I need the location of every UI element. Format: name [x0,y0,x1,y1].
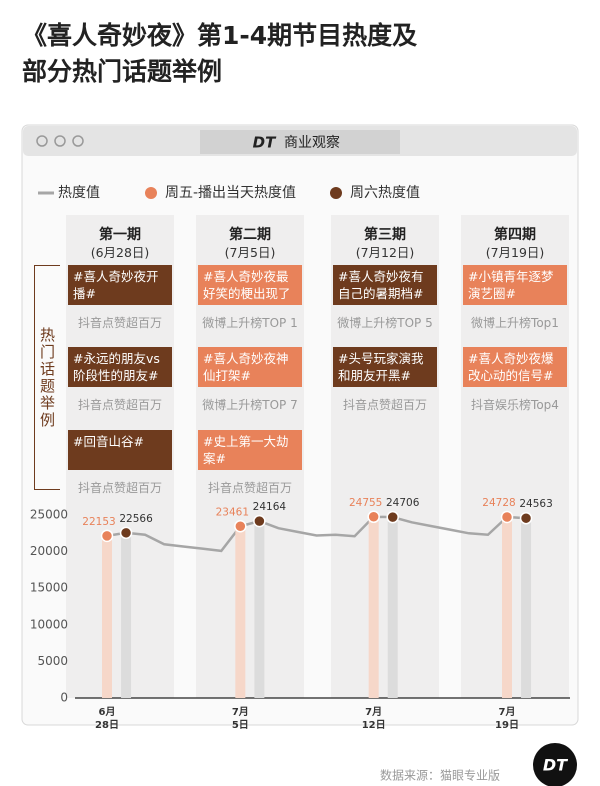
y-tick-label: 0 [60,691,68,705]
x-tick-label: 7月 5日 [232,706,249,731]
value-label: 24706 [386,497,420,509]
value-label: 22566 [119,513,153,525]
highlight-bar [235,526,246,698]
brand-mark: DT [253,134,277,152]
topic-note: 微博上升榜Top1 [471,316,559,330]
x-tick-label: 6月 28日 [95,706,119,731]
episode-name: 第四期 [494,227,536,243]
heat-dot [234,520,247,533]
topic-note: 抖音点赞超百万 [77,316,162,330]
heat-dot [253,514,266,528]
episode-name: 第三期 [364,227,406,243]
topic-box: #永远的朋友vs阶段性的朋友# [68,347,172,387]
heat-line [106,515,527,553]
highlight-bar [521,518,532,698]
episode-name: 第二期 [229,227,271,243]
y-tick-label: 20000 [30,544,68,558]
topic-box: #喜人奇妙夜最好笑的梗出现了# [198,265,302,305]
heat-dot [119,526,133,540]
legend-label: 周五-播出当天热度值 [165,185,296,201]
window-dot [36,135,48,147]
legend-swatch [145,187,157,199]
logo: DT [543,756,568,775]
value-label: 24164 [253,501,287,513]
y-tick-label: 15000 [30,581,68,595]
topic-note: 微博上升榜TOP 7 [202,398,298,412]
heat-dot [100,529,114,543]
value-label: 24755 [349,497,382,509]
topic-box: #喜人奇妙夜神仙打架# [198,347,302,387]
episode-date: (7月5日) [224,245,276,260]
topic-note: 抖音点赞超百万 [77,398,162,412]
topic-note: 抖音点赞超百万 [207,481,292,495]
topic-box: #喜人奇妙夜开播# [68,265,172,305]
topic-note: 微博上升榜TOP 1 [202,316,298,330]
topic-box: #头号玩家演我和朋友开黑# [333,347,437,387]
x-tick-label: 7月 12日 [362,706,386,731]
y-tick-label: 5000 [37,654,68,668]
value-label: 24563 [519,498,552,510]
topic-box: #喜人奇妙夜有自己的暑期档# [333,265,437,305]
window-dot [72,135,84,147]
legend-label: 热度值 [58,185,100,201]
highlight-bar [502,516,512,698]
highlight-bar [121,532,132,698]
episode-name: 第一期 [99,227,141,243]
heat-dot [386,510,399,524]
value-label: 22153 [82,516,115,528]
topics-label: 热门话题举例 [34,265,60,490]
highlight-bar [387,517,398,698]
window-dot [54,135,66,147]
highlight-bar [254,521,265,698]
highlight-bar [102,535,112,698]
value-label: 23461 [216,506,249,518]
x-tick-label: 7月 19日 [495,706,519,731]
brand-box [200,130,400,154]
logo-circle [533,743,577,786]
topic-note: 微博上升榜TOP 5 [337,316,433,330]
episode-date: (6月28日) [90,245,150,260]
y-tick-label: 25000 [30,508,68,522]
topic-box: #喜人奇妙夜爆改心动的信号# [463,347,567,387]
episode-date: (7月19日) [485,245,545,260]
episode-date: (7月12日) [355,245,415,260]
y-tick-label: 10000 [30,617,68,631]
legend-swatch [330,187,342,199]
topic-note: 抖音点赞超百万 [77,481,162,495]
topic-note: 抖音点赞超百万 [342,398,427,412]
value-label: 24728 [482,497,515,509]
topic-box: #小镇青年逐梦演艺圈# [463,265,567,305]
title: 《喜人奇妙夜》第1-4期节目热度及部分热门话题举例 [22,21,418,86]
topic-box: #回音山谷# [68,430,172,470]
heat-dot [367,510,380,524]
topic-box: #史上第一大劫案# [198,430,302,470]
topic-note: 抖音娱乐榜Top4 [471,398,559,412]
legend-label: 周六热度值 [350,185,420,201]
highlight-bar [368,516,379,698]
heat-dot [500,510,514,524]
brand-name: 商业观察 [284,134,340,151]
heat-dot [519,511,533,525]
source: 数据来源：猫眼专业版 [380,768,500,783]
